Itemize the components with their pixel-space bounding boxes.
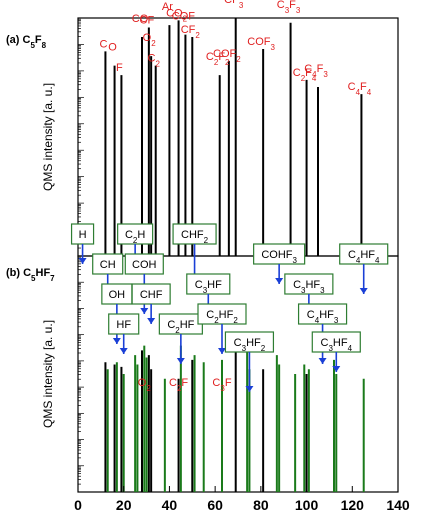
x-tick-label: 100 <box>295 497 319 513</box>
fragment-label: C2HF <box>167 319 194 335</box>
panel-title: (b) C5HF7 <box>6 267 55 283</box>
fragment-label: COHF3 <box>261 249 297 265</box>
fragment-label: C4HF3 <box>307 309 339 325</box>
peak-label: CO <box>132 13 149 25</box>
peak-label: COF <box>172 11 196 23</box>
peak-label: C2F4 <box>293 67 317 83</box>
fragment-arrowhead <box>218 348 226 354</box>
peak-label: C2F <box>169 377 188 393</box>
x-tick-label: 80 <box>253 497 269 513</box>
fragment-arrowhead <box>176 358 185 364</box>
x-tick-label: 60 <box>207 497 223 513</box>
fragment-label: C3HF4 <box>321 337 353 353</box>
panel-title: (a) C5F8 <box>6 34 47 50</box>
peak-label: O2 <box>143 32 157 48</box>
fragment-label: C2H <box>125 229 145 245</box>
panel-frame <box>77 255 399 493</box>
peak-label: COF3 <box>247 36 275 52</box>
peak-label: Ar <box>162 1 173 13</box>
peak-label: C4F4 <box>348 81 372 97</box>
peak-label: O <box>108 42 117 54</box>
fragment-arrowhead <box>332 366 341 372</box>
peak-label: CF2 <box>181 24 201 40</box>
peak-label: CO2 <box>166 7 188 23</box>
fragment-label: C2HF2 <box>206 309 238 325</box>
fragment-arrowhead <box>245 386 254 392</box>
fragment-label: C3HF <box>195 279 222 295</box>
peak-label: C4F3 <box>304 63 328 79</box>
fragment-label: CHF2 <box>181 229 209 245</box>
fragment-arrowhead <box>140 308 149 314</box>
y-axis-label: QMS intensity [a. u.] <box>41 320 55 428</box>
x-tick-label: 0 <box>74 497 82 513</box>
peak-label: CF <box>140 15 155 27</box>
peak-label: CF3 <box>224 0 244 10</box>
fragment-arrowhead <box>119 348 128 354</box>
peak-label: C <box>99 38 107 50</box>
fragment-arrowhead <box>112 338 121 344</box>
x-tick-label: 140 <box>386 497 410 513</box>
fragment-arrowhead <box>275 278 284 284</box>
fragment-label: OH <box>109 289 126 301</box>
fragment-arrowhead <box>359 288 368 294</box>
peak-label: C3F3 <box>277 0 301 14</box>
fragment-arrowhead <box>147 318 156 324</box>
peak-label: COF2 <box>213 48 241 64</box>
peak-label: C2 <box>148 53 161 69</box>
peak-label: C2F2 <box>206 51 230 66</box>
peak-label: F <box>116 62 123 74</box>
fragment-label: CH <box>100 259 116 271</box>
fragment-arrowhead <box>78 258 87 264</box>
fragment-label: H <box>79 229 87 241</box>
fragment-label: COH <box>132 259 157 271</box>
fragment-label: CHF <box>140 289 163 301</box>
fragment-label: C4HF4 <box>348 249 380 265</box>
fragment-label: C3HF3 <box>293 279 325 295</box>
fragment-arrowhead <box>318 358 327 364</box>
fragment-label: C3HF2 <box>234 337 266 353</box>
fragment-label: HF <box>116 319 131 331</box>
peak-label: O2 <box>138 377 152 393</box>
x-tick-label: 20 <box>116 497 132 513</box>
x-tick-label: 120 <box>341 497 365 513</box>
x-tick-label: 40 <box>162 497 178 513</box>
peak-label: C3F <box>212 377 231 393</box>
y-axis-label: QMS intensity [a. u.] <box>41 83 55 191</box>
